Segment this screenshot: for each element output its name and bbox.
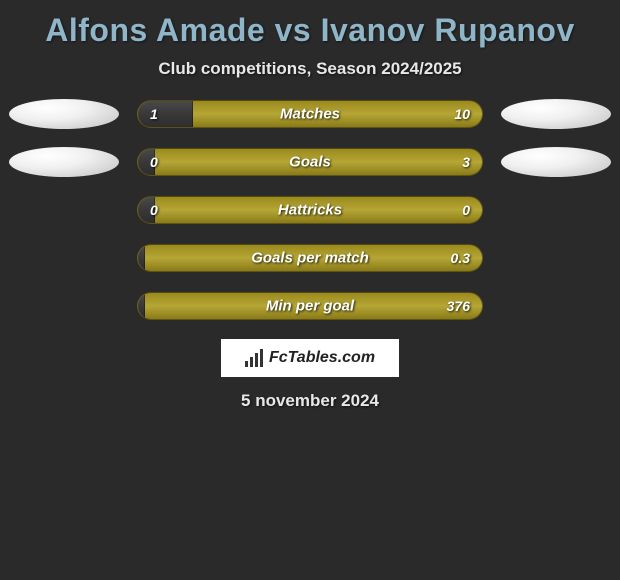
logo-chart-icon [245,349,263,367]
stat-label: Matches [280,106,340,123]
stat-label: Goals [289,154,331,171]
player-left-marker [9,147,119,177]
stat-bar-left-fill [138,245,145,271]
stat-value-left: 0 [150,154,158,170]
stat-label: Hattricks [278,202,342,219]
stat-value-left: 0 [150,202,158,218]
player-right-marker [501,99,611,129]
stat-bar: 0 Hattricks 0 [137,196,483,224]
page-title: Alfons Amade vs Ivanov Rupanov [45,12,574,48]
stat-value-right: 0.3 [451,250,470,266]
title-row: Alfons Amade vs Ivanov Rupanov [0,8,620,59]
stat-bar: Goals per match 0.3 [137,244,483,272]
stat-row: Goals per match 0.3 [0,243,620,273]
stat-label: Goals per match [251,250,369,267]
stat-bar: 1 Matches 10 [137,100,483,128]
stats-container: 1 Matches 10 0 Goals 3 0 Hattricks 0 Goals per ma… [0,99,620,321]
subtitle-text: Club competitions, Season 2024/2025 [158,59,461,78]
stat-value-right: 10 [454,106,470,122]
stat-bar: 0 Goals 3 [137,148,483,176]
date-text: 5 november 2024 [241,391,379,410]
subtitle-row: Club competitions, Season 2024/2025 [0,59,620,99]
comparison-widget: Alfons Amade vs Ivanov Rupanov Club comp… [0,0,620,411]
date-row: 5 november 2024 [0,391,620,411]
logo-row: FcTables.com [0,339,620,377]
player-left-marker [9,99,119,129]
player-right-marker [501,147,611,177]
stat-value-right: 0 [462,202,470,218]
stat-bar-left-fill [138,101,193,127]
stat-value-left: 1 [150,106,158,122]
stat-bar: Min per goal 376 [137,292,483,320]
stat-label: Min per goal [266,298,354,315]
stat-row: 0 Goals 3 [0,147,620,177]
logo-text: FcTables.com [269,349,375,367]
stat-row: 0 Hattricks 0 [0,195,620,225]
stat-value-right: 3 [462,154,470,170]
logo-box[interactable]: FcTables.com [221,339,399,377]
stat-row: 1 Matches 10 [0,99,620,129]
stat-row: Min per goal 376 [0,291,620,321]
stat-value-right: 376 [447,298,470,314]
stat-bar-left-fill [138,293,145,319]
